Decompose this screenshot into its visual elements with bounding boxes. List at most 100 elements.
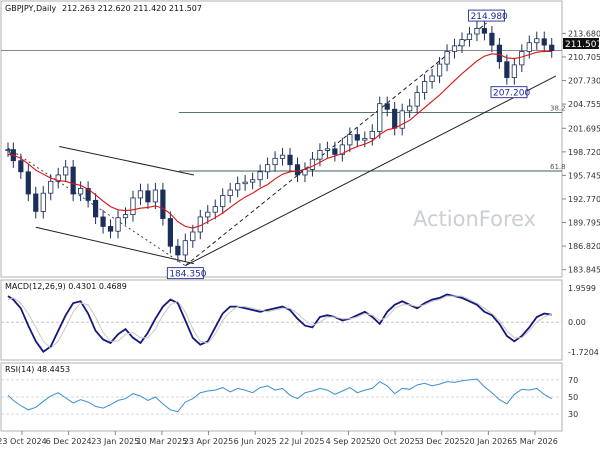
x-tick-label: 4 Sep 2025 — [326, 437, 372, 446]
x-tick-label: 6 Dec 2024 — [46, 437, 92, 446]
candle-body — [541, 38, 547, 46]
trendline — [35, 226, 194, 265]
candle-body — [414, 92, 420, 107]
price-annotation-box — [166, 267, 204, 280]
candle-body — [25, 171, 31, 195]
macd-y-tick-label: 0.00 — [568, 318, 586, 327]
price-annotation-label: 184.350 — [169, 270, 206, 280]
candle-body — [474, 28, 480, 35]
candle-body — [429, 75, 435, 82]
candle-body — [152, 189, 159, 203]
x-tick-label: 6 Jun 2025 — [234, 437, 277, 446]
price-y-tick-label: 207.730 — [568, 76, 600, 85]
candle-body — [294, 164, 301, 176]
macd-series-layer: 1.9599 0.00 -1.7204 — [1, 284, 599, 357]
candle-body — [33, 193, 39, 212]
fib-level-label: 61.8 — [550, 163, 566, 171]
macd-y-tick-label: 1.9599 — [568, 284, 596, 293]
price-axis-labels: 213.680 210.705 207.730 204.755 201.695 198.7… — [568, 29, 600, 274]
candle-body — [272, 157, 278, 166]
x-tick-label: 20 Oct 2025 — [370, 437, 419, 446]
x-tick-label: 10 Mar 2025 — [137, 437, 188, 446]
rsi-y-tick-label: 30 — [568, 410, 578, 419]
candle-body — [526, 42, 532, 52]
candle-body — [534, 38, 540, 44]
candle-body — [377, 103, 383, 132]
candle-body — [481, 28, 488, 34]
price-y-tick-label: 198.720 — [568, 148, 600, 157]
candle-body — [63, 166, 69, 176]
rsi-title: RSI(14) 48.4453 — [5, 365, 70, 374]
x-tick-label: 22 Jul 2025 — [279, 437, 324, 446]
candle-body — [55, 174, 61, 182]
candle-body — [332, 148, 338, 155]
candle-body — [287, 154, 293, 166]
candle-body — [78, 188, 84, 195]
candle-body — [489, 32, 495, 46]
candle-body — [5, 149, 11, 152]
trendline — [59, 145, 194, 176]
candle-body — [212, 206, 218, 213]
macd-line — [7, 293, 552, 353]
candle-body — [309, 158, 316, 170]
price-annotations-layer: 38.2 61.8 214.980 207.200 184.350 — [1, 9, 566, 280]
price-title: GBPJPY,Daily — [5, 4, 56, 13]
candle-body — [257, 171, 263, 181]
candle-body — [205, 211, 211, 218]
candle-body — [362, 138, 368, 141]
price-y-tick-label: 195.745 — [568, 171, 600, 180]
candle-body — [160, 189, 166, 219]
price-annotation-box — [468, 9, 506, 22]
candle-body — [70, 166, 76, 195]
rsi-y-tick-label: 70 — [568, 376, 578, 385]
macd-title: MACD(12,26,9) 0.4301 0.4689 — [5, 282, 127, 291]
candle-body — [324, 148, 330, 151]
candle-body — [145, 190, 151, 203]
dashed-trendline — [185, 22, 487, 267]
candle-body — [369, 131, 375, 139]
last-price-tag — [563, 38, 599, 49]
last-price-label: 211.507 — [565, 40, 600, 50]
price-annotation-box — [490, 86, 528, 99]
candle-body — [40, 192, 46, 212]
price-series-layer — [5, 21, 555, 263]
candle-body — [264, 164, 271, 173]
candle-body — [354, 134, 360, 141]
candle-body — [459, 39, 465, 47]
candle-body — [466, 33, 473, 40]
candle-body — [504, 61, 510, 78]
candle-body — [107, 226, 114, 232]
candle-body — [227, 189, 233, 196]
candle-body — [137, 190, 144, 199]
price-y-tick-label: 189.795 — [568, 219, 600, 228]
ohlc-text: 212.263 212.620 211.420 211.507 — [62, 4, 202, 13]
candle-body — [279, 154, 286, 159]
candle-body — [384, 103, 390, 110]
candle-body — [48, 180, 54, 194]
price-annotation-label: 207.200 — [493, 89, 530, 99]
candle-body — [235, 183, 241, 191]
candle-body — [115, 217, 121, 232]
candle-body — [399, 110, 405, 129]
candle-body — [422, 81, 428, 94]
watermark: ActionForex — [413, 207, 536, 231]
candle-body — [167, 218, 173, 247]
candle-body — [392, 108, 398, 129]
macd-y-tick-label: -1.7204 — [568, 348, 599, 357]
candle-body — [339, 144, 345, 155]
price-y-tick-label: 183.845 — [568, 266, 600, 275]
candle-body — [175, 245, 181, 256]
moving-average-line — [7, 50, 552, 229]
macd-panel-frame — [0, 279, 563, 361]
price-panel-frame — [0, 0, 563, 278]
candle-body — [122, 214, 129, 219]
x-tick-label: 23 Oct 2024 — [0, 437, 47, 446]
candle-body — [85, 188, 91, 201]
x-tick-label: 23 Apr 2025 — [184, 437, 233, 446]
macd-signal-line — [7, 295, 552, 349]
candle-body — [317, 150, 323, 160]
candle-body — [496, 44, 502, 63]
